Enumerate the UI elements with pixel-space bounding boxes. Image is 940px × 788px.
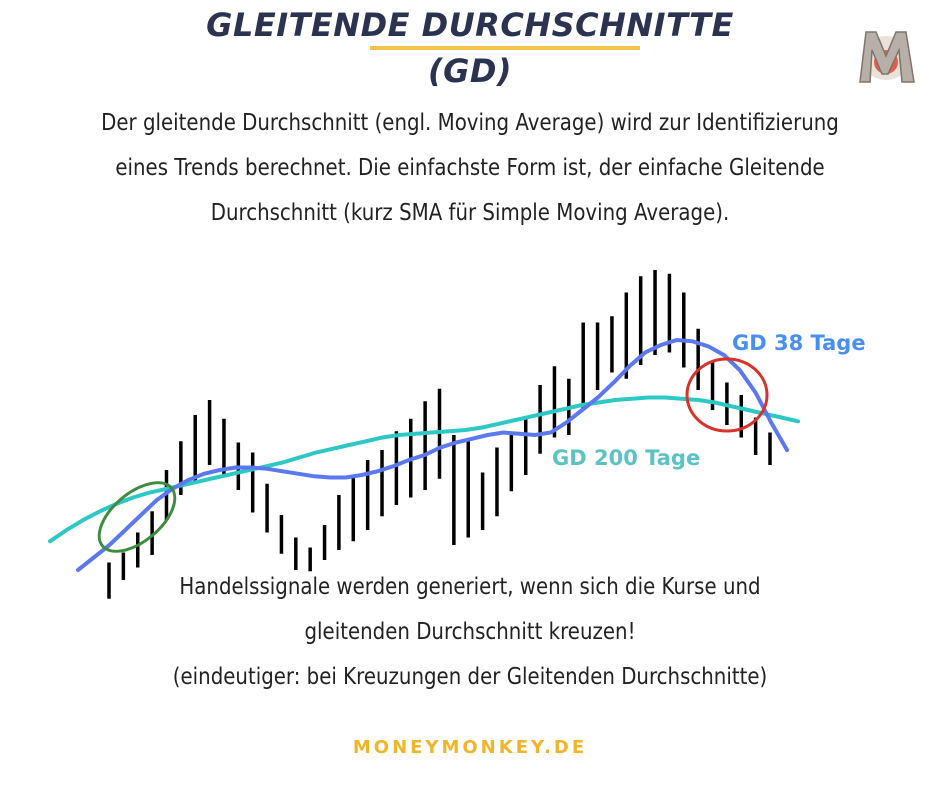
title-underline <box>370 46 640 50</box>
signal-line1: Handelssignale werden generiert, wenn si… <box>179 574 761 600</box>
intro-paragraph: Der gleitende Durchschnitt (engl. Moving… <box>101 110 839 226</box>
gd38-label: GD 38 Tage <box>732 331 866 355</box>
signal-paragraph: Handelssignale werden generiert, wenn si… <box>100 565 840 700</box>
monkey-m-logo-icon <box>852 22 922 96</box>
page-subtitle: (GD) <box>427 52 513 90</box>
signal-line2: gleitenden Durchschnitt kreuzen! <box>304 619 636 645</box>
gd38-line <box>76 337 789 572</box>
page-title: GLEITENDE DURCHSCHNITTE <box>206 6 734 44</box>
green-crossing-circle <box>97 481 177 553</box>
price-bars <box>107 270 772 599</box>
gd200-label: GD 200 Tage <box>552 446 700 470</box>
signal-line3: (eindeutiger: bei Kreuzungen der Gleiten… <box>172 664 768 690</box>
red-crossing-circle <box>685 357 769 433</box>
brand-footer: MONEYMONKEY.DE <box>352 737 588 758</box>
